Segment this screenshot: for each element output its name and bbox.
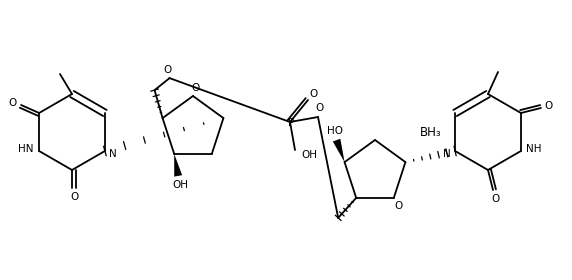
Text: O: O (309, 89, 317, 99)
Text: HO: HO (327, 126, 343, 136)
Text: N: N (443, 149, 451, 159)
Text: N: N (109, 149, 117, 159)
Text: O: O (8, 98, 16, 108)
Text: BH₃: BH₃ (420, 125, 442, 139)
Text: O: O (491, 194, 499, 204)
Text: O: O (545, 101, 553, 111)
Text: P: P (288, 118, 294, 128)
Text: O: O (70, 192, 78, 202)
Text: O: O (315, 103, 323, 113)
Text: OH: OH (172, 180, 188, 190)
Text: O: O (191, 83, 199, 93)
Text: O: O (164, 65, 172, 75)
Text: HN: HN (18, 144, 33, 154)
Text: OH: OH (301, 150, 317, 160)
Polygon shape (333, 139, 344, 162)
Text: NH: NH (526, 144, 542, 154)
Polygon shape (174, 154, 182, 177)
Text: O: O (395, 201, 403, 211)
